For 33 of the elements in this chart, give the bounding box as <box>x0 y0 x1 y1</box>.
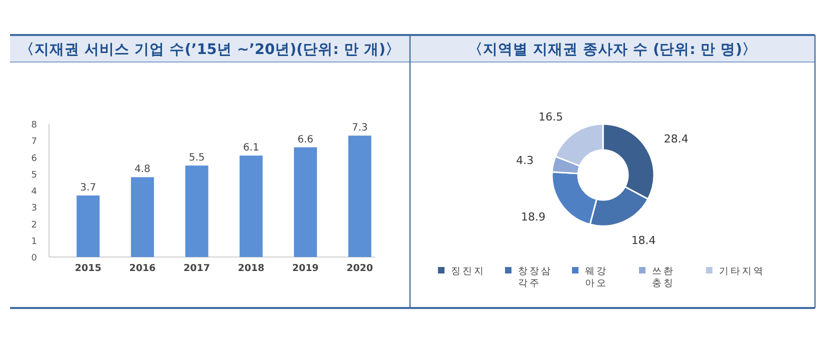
legend-label: 기타지역 <box>719 266 765 277</box>
legend-label: 쓰촨 충칭 <box>652 266 675 289</box>
y-tick-label: 5 <box>31 170 37 180</box>
x-tick-label: 2019 <box>292 263 319 274</box>
y-tick-label: 2 <box>31 220 37 230</box>
legend-label: 징진지 <box>451 266 486 277</box>
data-label: 7.3 <box>352 122 368 134</box>
y-tick-label: 6 <box>31 154 38 164</box>
y-tick-label: 3 <box>31 204 37 214</box>
x-tick-label: 2018 <box>238 263 265 274</box>
data-label: 18.4 <box>631 234 656 248</box>
x-tick-label: 2017 <box>184 263 210 274</box>
y-tick-label: 4 <box>31 187 38 197</box>
data-label: 28.4 <box>664 132 688 146</box>
y-tick-label: 1 <box>31 236 37 247</box>
x-tick-label: 2020 <box>346 263 374 274</box>
data-label: 3.7 <box>80 182 96 194</box>
data-label: 4.8 <box>134 164 150 176</box>
data-label: 16.5 <box>538 110 563 124</box>
y-tick-label: 8 <box>31 120 38 130</box>
chart-title: 〈지재권 서비스 기업 수(’15년 ~’20년)(단위: 만 개)〉 <box>19 41 401 58</box>
data-label: 6.6 <box>298 134 314 146</box>
legend-label: 웨강 아오 <box>585 266 608 289</box>
x-tick-label: 2016 <box>129 263 156 274</box>
y-tick-label: 0 <box>31 254 38 264</box>
data-label: 4.3 <box>516 154 534 167</box>
data-label: 18.9 <box>520 210 546 224</box>
data-label: 5.5 <box>188 152 205 164</box>
data-label: 6.1 <box>243 142 260 154</box>
y-tick-label: 7 <box>31 137 37 148</box>
x-tick-label: 2015 <box>74 263 102 274</box>
legend-label: 창장삼 각주 <box>518 266 552 289</box>
chart-title: 〈지역별 지재권 종사자 수 (단위: 만 명)〉 <box>468 41 758 58</box>
